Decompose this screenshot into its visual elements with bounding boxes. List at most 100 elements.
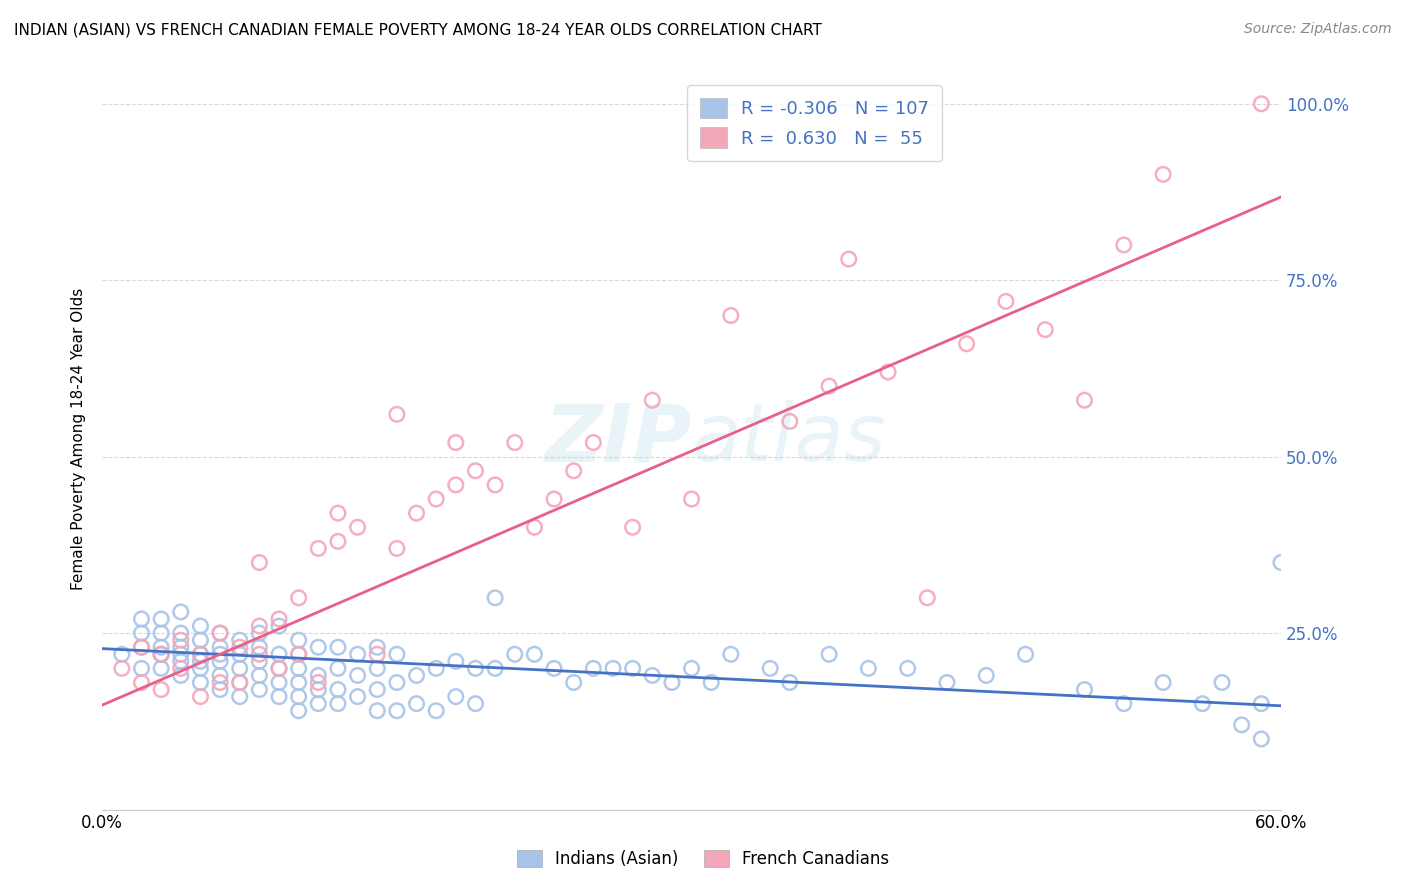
Point [190,647,212,661]
Point [170,654,193,668]
Point [307,541,329,556]
Point [444,435,467,450]
Y-axis label: Female Poverty Among 18-24 Year Olds: Female Poverty Among 18-24 Year Olds [72,288,86,591]
Point [700,675,723,690]
Point [307,675,329,690]
Point [385,647,408,661]
Point [150,640,173,655]
Point [209,668,232,682]
Point [523,647,546,661]
Point [641,668,664,682]
Point [1230,718,1253,732]
Point [1014,647,1036,661]
Point [150,682,173,697]
Point [523,520,546,534]
Point [229,661,252,675]
Point [287,704,309,718]
Point [994,294,1017,309]
Point [170,661,193,675]
Point [229,690,252,704]
Point [681,661,703,675]
Point [1250,731,1272,746]
Point [247,647,270,661]
Point [247,682,270,697]
Point [385,541,408,556]
Point [170,647,193,661]
Point [1073,682,1095,697]
Point [150,612,173,626]
Point [621,661,644,675]
Legend: Indians (Asian), French Canadians: Indians (Asian), French Canadians [510,843,896,875]
Point [562,675,585,690]
Point [877,365,900,379]
Point [131,640,153,655]
Point [150,626,173,640]
Point [366,640,388,655]
Point [444,690,467,704]
Point [1073,393,1095,408]
Point [267,647,290,661]
Point [267,661,290,675]
Point [326,506,349,520]
Point [582,435,605,450]
Point [1250,96,1272,111]
Point [385,407,408,421]
Point [247,619,270,633]
Point [444,654,467,668]
Point [759,661,782,675]
Point [326,534,349,549]
Point [385,675,408,690]
Point [131,626,153,640]
Point [366,682,388,697]
Point [346,668,368,682]
Point [621,520,644,534]
Point [247,626,270,640]
Point [641,393,664,408]
Point [209,626,232,640]
Point [779,675,801,690]
Point [720,647,742,661]
Point [307,697,329,711]
Point [484,591,506,605]
Point [720,309,742,323]
Point [229,675,252,690]
Point [287,633,309,648]
Point [582,661,605,675]
Point [307,682,329,697]
Text: INDIAN (ASIAN) VS FRENCH CANADIAN FEMALE POVERTY AMONG 18-24 YEAR OLDS CORRELATI: INDIAN (ASIAN) VS FRENCH CANADIAN FEMALE… [14,22,823,37]
Point [287,647,309,661]
Point [385,704,408,718]
Point [267,619,290,633]
Legend: R = -0.306   N = 107, R =  0.630   N =  55: R = -0.306 N = 107, R = 0.630 N = 55 [688,85,942,161]
Point [209,675,232,690]
Point [209,647,232,661]
Point [346,520,368,534]
Point [170,640,193,655]
Point [131,612,153,626]
Point [366,661,388,675]
Point [287,647,309,661]
Point [425,704,447,718]
Point [111,647,134,661]
Point [858,661,880,675]
Point [326,640,349,655]
Point [1152,167,1174,181]
Point [405,668,427,682]
Point [543,491,565,506]
Point [1270,556,1292,570]
Point [209,682,232,697]
Point [190,690,212,704]
Point [247,640,270,655]
Point [150,661,173,675]
Point [818,379,841,393]
Point [229,675,252,690]
Point [326,661,349,675]
Point [190,675,212,690]
Point [247,654,270,668]
Point [326,682,349,697]
Point [1250,697,1272,711]
Point [602,661,624,675]
Point [425,661,447,675]
Point [484,478,506,492]
Point [150,647,173,661]
